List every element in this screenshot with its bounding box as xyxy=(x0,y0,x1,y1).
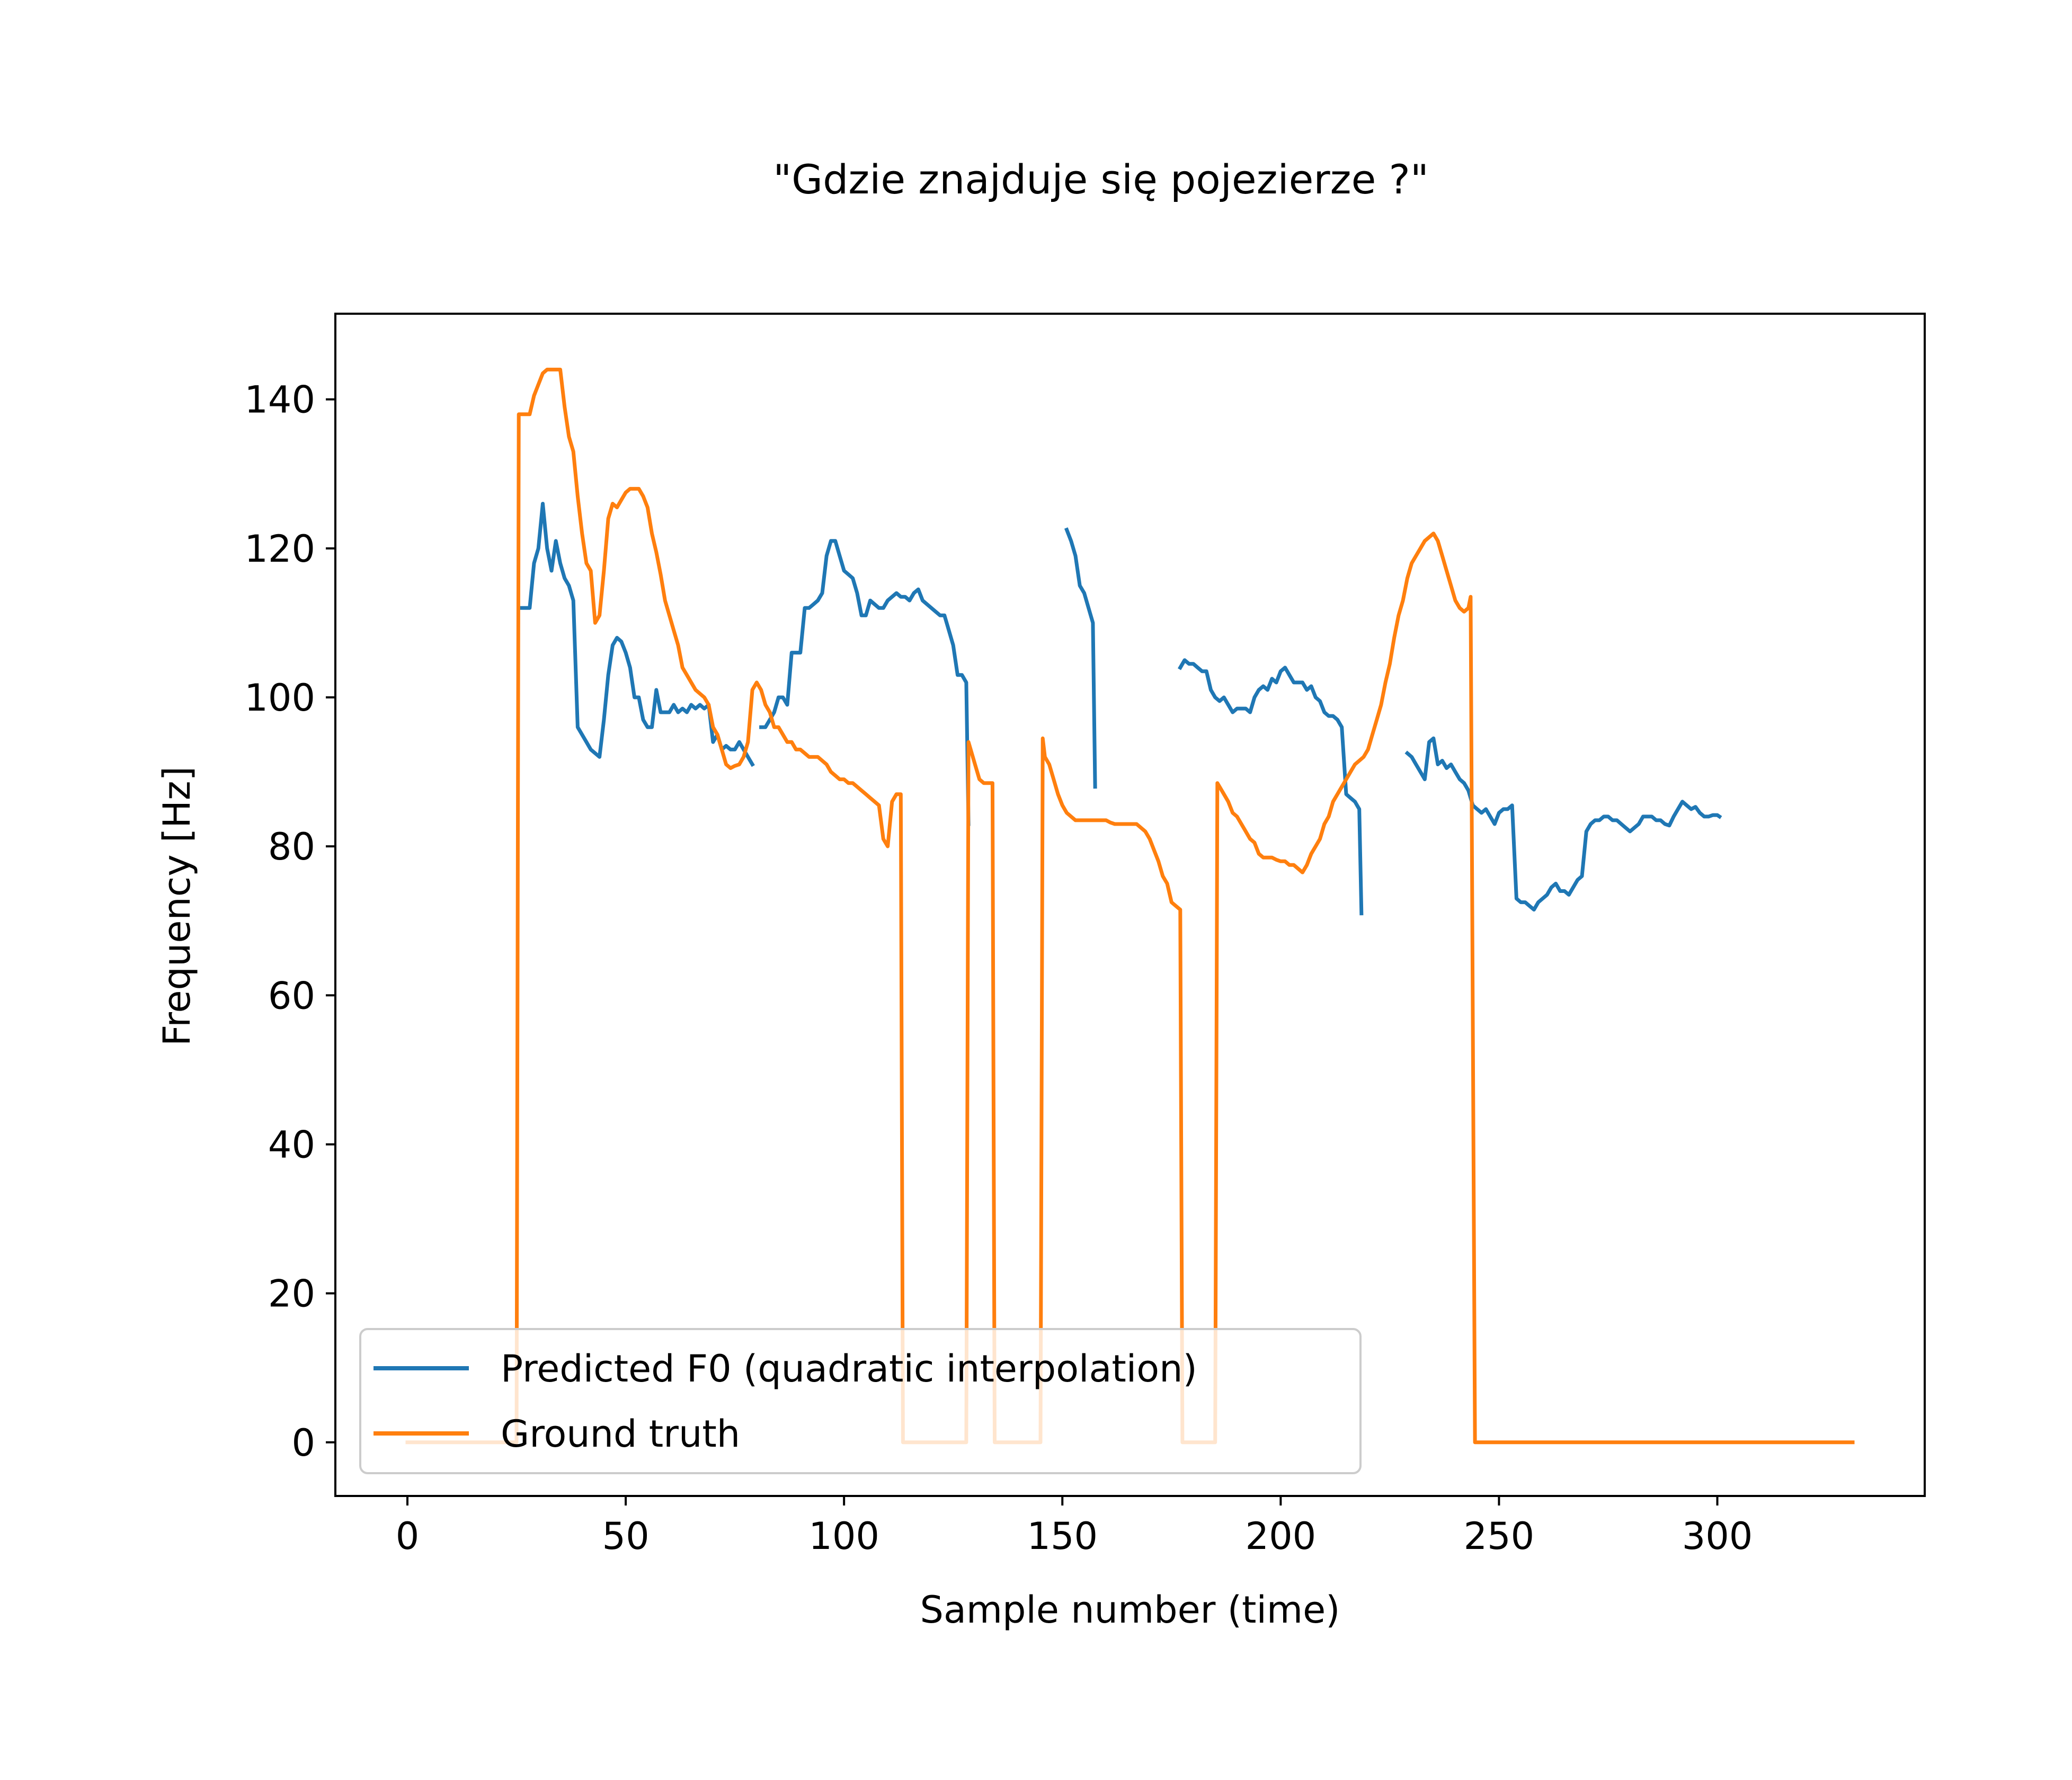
y-tick-label: 20 xyxy=(268,1272,315,1316)
x-tick-label: 300 xyxy=(1682,1515,1753,1558)
y-tick-label: 40 xyxy=(268,1123,315,1166)
y-tick-label: 60 xyxy=(268,974,315,1017)
x-tick-label: 150 xyxy=(1027,1515,1098,1558)
legend-label-predicted: Predicted F0 (quadratic interpolation) xyxy=(501,1347,1197,1391)
chart-legend: Predicted F0 (quadratic interpolation) G… xyxy=(359,1328,1362,1474)
series-line-predicted-segment-0 xyxy=(519,502,755,767)
y-tick-label: 100 xyxy=(244,676,315,720)
y-tick-label: 140 xyxy=(244,378,315,422)
y-tick-label: 80 xyxy=(268,825,315,869)
series-line-predicted-segment-3 xyxy=(1178,658,1364,916)
y-axis-ticks: 0 20 40 60 80 100 120 140 xyxy=(244,378,335,1465)
legend-box xyxy=(359,1328,1362,1474)
x-tick-label: 50 xyxy=(602,1515,650,1558)
chart-title: "Gdzie znajduje się pojezierze ?" xyxy=(773,156,1429,203)
series-line-predicted-segment-1 xyxy=(759,539,971,826)
y-axis-label: Frequency [Hz] xyxy=(155,766,199,1046)
plot-frame xyxy=(334,313,1926,1497)
series-line-predicted-segment-2 xyxy=(1064,527,1097,789)
x-tick-label: 0 xyxy=(396,1515,420,1558)
x-tick-label: 200 xyxy=(1246,1515,1317,1558)
y-tick-label: 120 xyxy=(244,527,315,571)
series-line-predicted-segment-4 xyxy=(1404,736,1722,912)
x-axis-ticks: 0 50 100 150 200 250 300 xyxy=(396,1496,1753,1558)
legend-label-ground-truth: Ground truth xyxy=(501,1412,740,1456)
x-axis-label: Sample number (time) xyxy=(920,1588,1340,1632)
y-tick-label: 0 xyxy=(291,1421,315,1465)
x-tick-label: 100 xyxy=(808,1515,879,1558)
x-tick-label: 250 xyxy=(1464,1515,1535,1558)
